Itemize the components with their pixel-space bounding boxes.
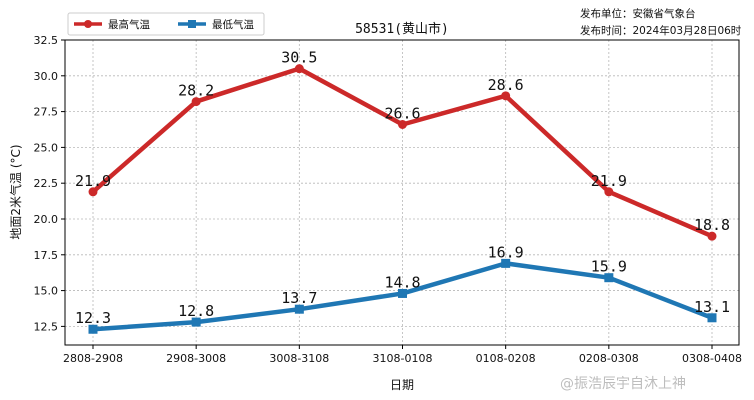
watermark: @振浩辰宇自沐上神: [560, 376, 686, 392]
data-point: [294, 64, 304, 74]
y-axis-title: 地面2米气温 (°C): [8, 144, 23, 239]
data-label: 21.9: [75, 172, 111, 190]
data-point: [398, 119, 407, 129]
data-point: [604, 273, 614, 283]
y-axis: 12.5 15.0 17.5 20.0 22.5 25.0 27.5 30.0 32.5: [34, 34, 65, 333]
y-tick-label: 12.5: [34, 320, 59, 333]
data-point: [707, 231, 717, 241]
data-point: [88, 324, 98, 334]
data-label: 16.9: [488, 243, 524, 261]
legend: 最高气温 最低气温: [67, 12, 265, 36]
x-axis-title: 日期: [390, 378, 414, 392]
y-tick-label: 25.0: [34, 141, 59, 154]
data-point: [501, 258, 511, 268]
y-tick-label: 17.5: [34, 249, 59, 262]
legend-label-min: 最低气温: [212, 18, 254, 31]
data-label: 26.6: [384, 104, 420, 122]
legend-frame: [67, 12, 265, 36]
legend-label-max: 最高气温: [108, 18, 150, 31]
x-tick-label: 3008-3108: [269, 352, 329, 365]
y-tick-label: 22.5: [34, 177, 59, 190]
data-point: [294, 304, 304, 314]
data-label: 12.8: [178, 302, 214, 320]
legend-marker-min: [188, 20, 196, 28]
data-point: [191, 97, 201, 107]
data-label: 12.3: [75, 309, 111, 327]
chart-title: 58531(黄山市): [355, 21, 449, 37]
y-tick-label: 15.0: [34, 285, 59, 298]
x-tick-label: 3108-0108: [373, 352, 433, 365]
publisher-text: 发布单位：安徽省气象台: [580, 7, 696, 20]
x-tick-label: 2908-3008: [166, 352, 226, 365]
x-tick-label: 0208-0308: [579, 352, 639, 365]
data-label: 28.6: [488, 76, 524, 94]
data-label: 21.9: [591, 172, 627, 190]
data-label: 14.8: [384, 273, 420, 291]
data-label: 28.2: [178, 82, 214, 100]
series: [88, 64, 717, 334]
x-tick-label: 0108-0208: [476, 352, 536, 365]
data-point: [707, 313, 717, 323]
publish-time-text: 发布时间：2024年03月28日06时: [580, 24, 742, 37]
y-tick-label: 20.0: [34, 213, 59, 226]
data-point: [501, 91, 511, 101]
x-axis: 2808-2908 2908-3008 3008-3108 3108-0108 0108…: [63, 345, 742, 365]
y-tick-label: 27.5: [34, 106, 59, 119]
data-point: [191, 317, 201, 327]
data-label: 30.5: [281, 49, 317, 67]
legend-marker-max: [84, 20, 92, 28]
data-point: [398, 288, 407, 298]
data-labels: 21.9 28.2 30.5 26.6 28.6 21.9 18.8 12.3 12.8 13.7…: [75, 49, 730, 328]
y-tick-label: 32.5: [34, 34, 59, 47]
data-point: [88, 187, 98, 197]
data-label: 18.8: [694, 216, 730, 234]
data-label: 13.7: [281, 289, 317, 307]
grid-lines: [65, 39, 739, 345]
data-label: 13.1: [694, 298, 730, 316]
plot-frame: [64, 39, 740, 346]
y-tick-label: 30.0: [34, 70, 59, 83]
x-tick-label: 0308-0408: [682, 352, 742, 365]
x-tick-label: 2808-2908: [63, 352, 123, 365]
data-label: 15.9: [591, 258, 627, 276]
data-point: [604, 187, 614, 197]
